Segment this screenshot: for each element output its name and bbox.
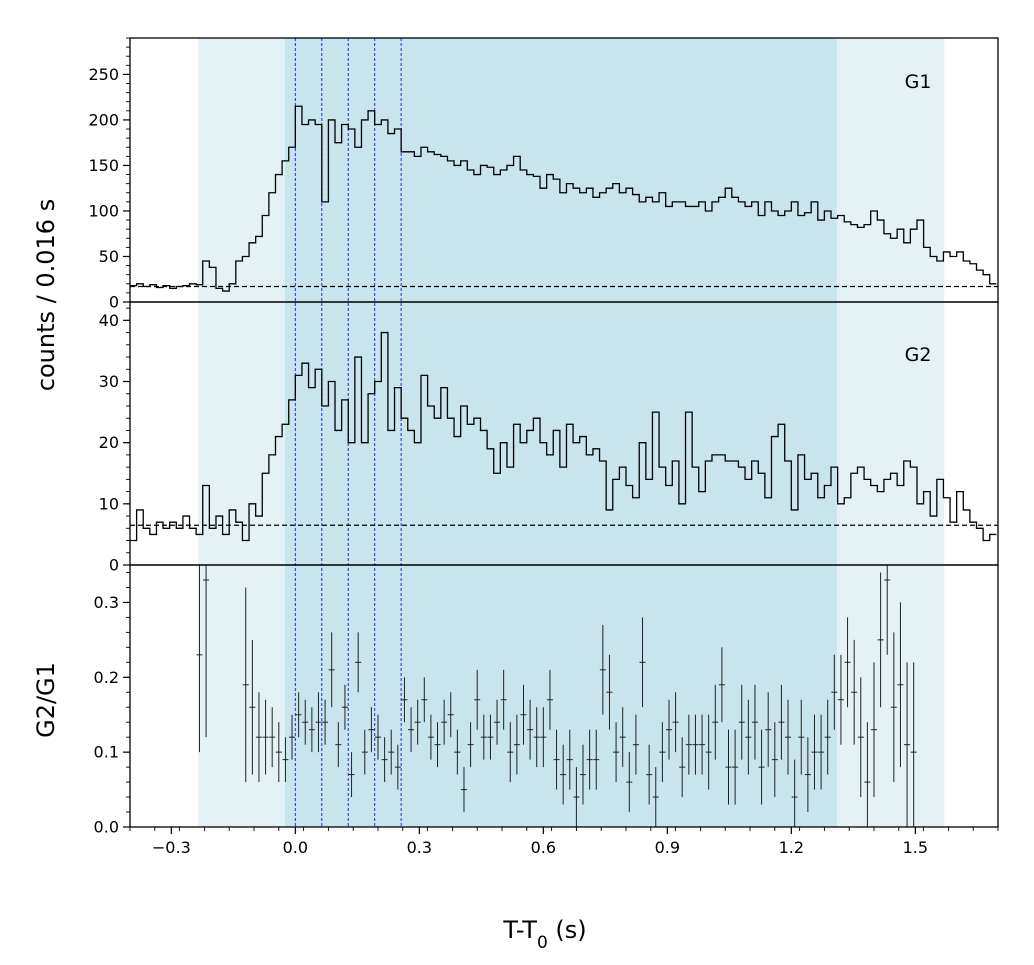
data-series: [130, 105, 998, 827]
ytick-label-p2-0: 0.0: [94, 818, 119, 837]
xtick-label-6: 1.5: [903, 838, 928, 857]
ytick-label-p1-3: 30: [99, 372, 119, 391]
x-axis-title-main: T-T: [502, 916, 537, 944]
shaded-regions: [198, 38, 945, 827]
ytick-label-p0-2: 100: [88, 201, 119, 220]
xtick-label-5: 1.2: [779, 838, 804, 857]
panel-label-g2: G2: [905, 344, 932, 366]
x-axis-title-subscript: 0: [537, 933, 548, 953]
xtick-label-3: 0.6: [531, 838, 556, 857]
ytick-label-p0-0: 0: [109, 293, 119, 312]
ytick-label-p0-1: 50: [99, 247, 119, 266]
xtick-label-2: 0.3: [407, 838, 432, 857]
y-axis-title-counts: counts / 0.016 s: [32, 199, 60, 391]
xtick-label-1: 0.0: [283, 838, 308, 857]
ytick-label-p2-1: 0.1: [94, 743, 119, 762]
ytick-label-p1-2: 20: [99, 433, 119, 452]
panel-frame-2: [129, 564, 999, 828]
ytick-label-p1-4: 40: [99, 311, 119, 330]
xtick-label-4: 0.9: [655, 838, 680, 857]
shaded-region-1: [285, 38, 837, 827]
ytick-label-p2-3: 0.3: [94, 593, 119, 612]
ytick-label-p1-1: 10: [99, 494, 119, 513]
labels: G1 G2 counts / 0.016 s G2/G1 T-T0 (s): [32, 71, 931, 953]
x-axis-title: T-T0 (s): [502, 916, 586, 953]
x-axis-title-unit: (s): [548, 916, 587, 944]
panel-label-g1: G1: [905, 71, 932, 93]
axes: 0 50 100 150 200 250 0 10 20 30 40 0.0 0.1 0.2 0.3 −0.3…: [88, 37, 999, 857]
ytick-label-p1-0: 0: [109, 556, 119, 575]
ytick-label-p2-2: 0.2: [94, 668, 119, 687]
ytick-label-p0-5: 250: [88, 65, 119, 84]
ytick-label-p0-4: 200: [88, 110, 119, 129]
histogram-g2: [130, 331, 997, 542]
ytick-label-p0-3: 150: [88, 156, 119, 175]
y-axis-title-ratio: G2/G1: [32, 662, 60, 738]
histogram-g1: [130, 105, 997, 292]
xtick-label-0: −0.3: [152, 838, 191, 857]
